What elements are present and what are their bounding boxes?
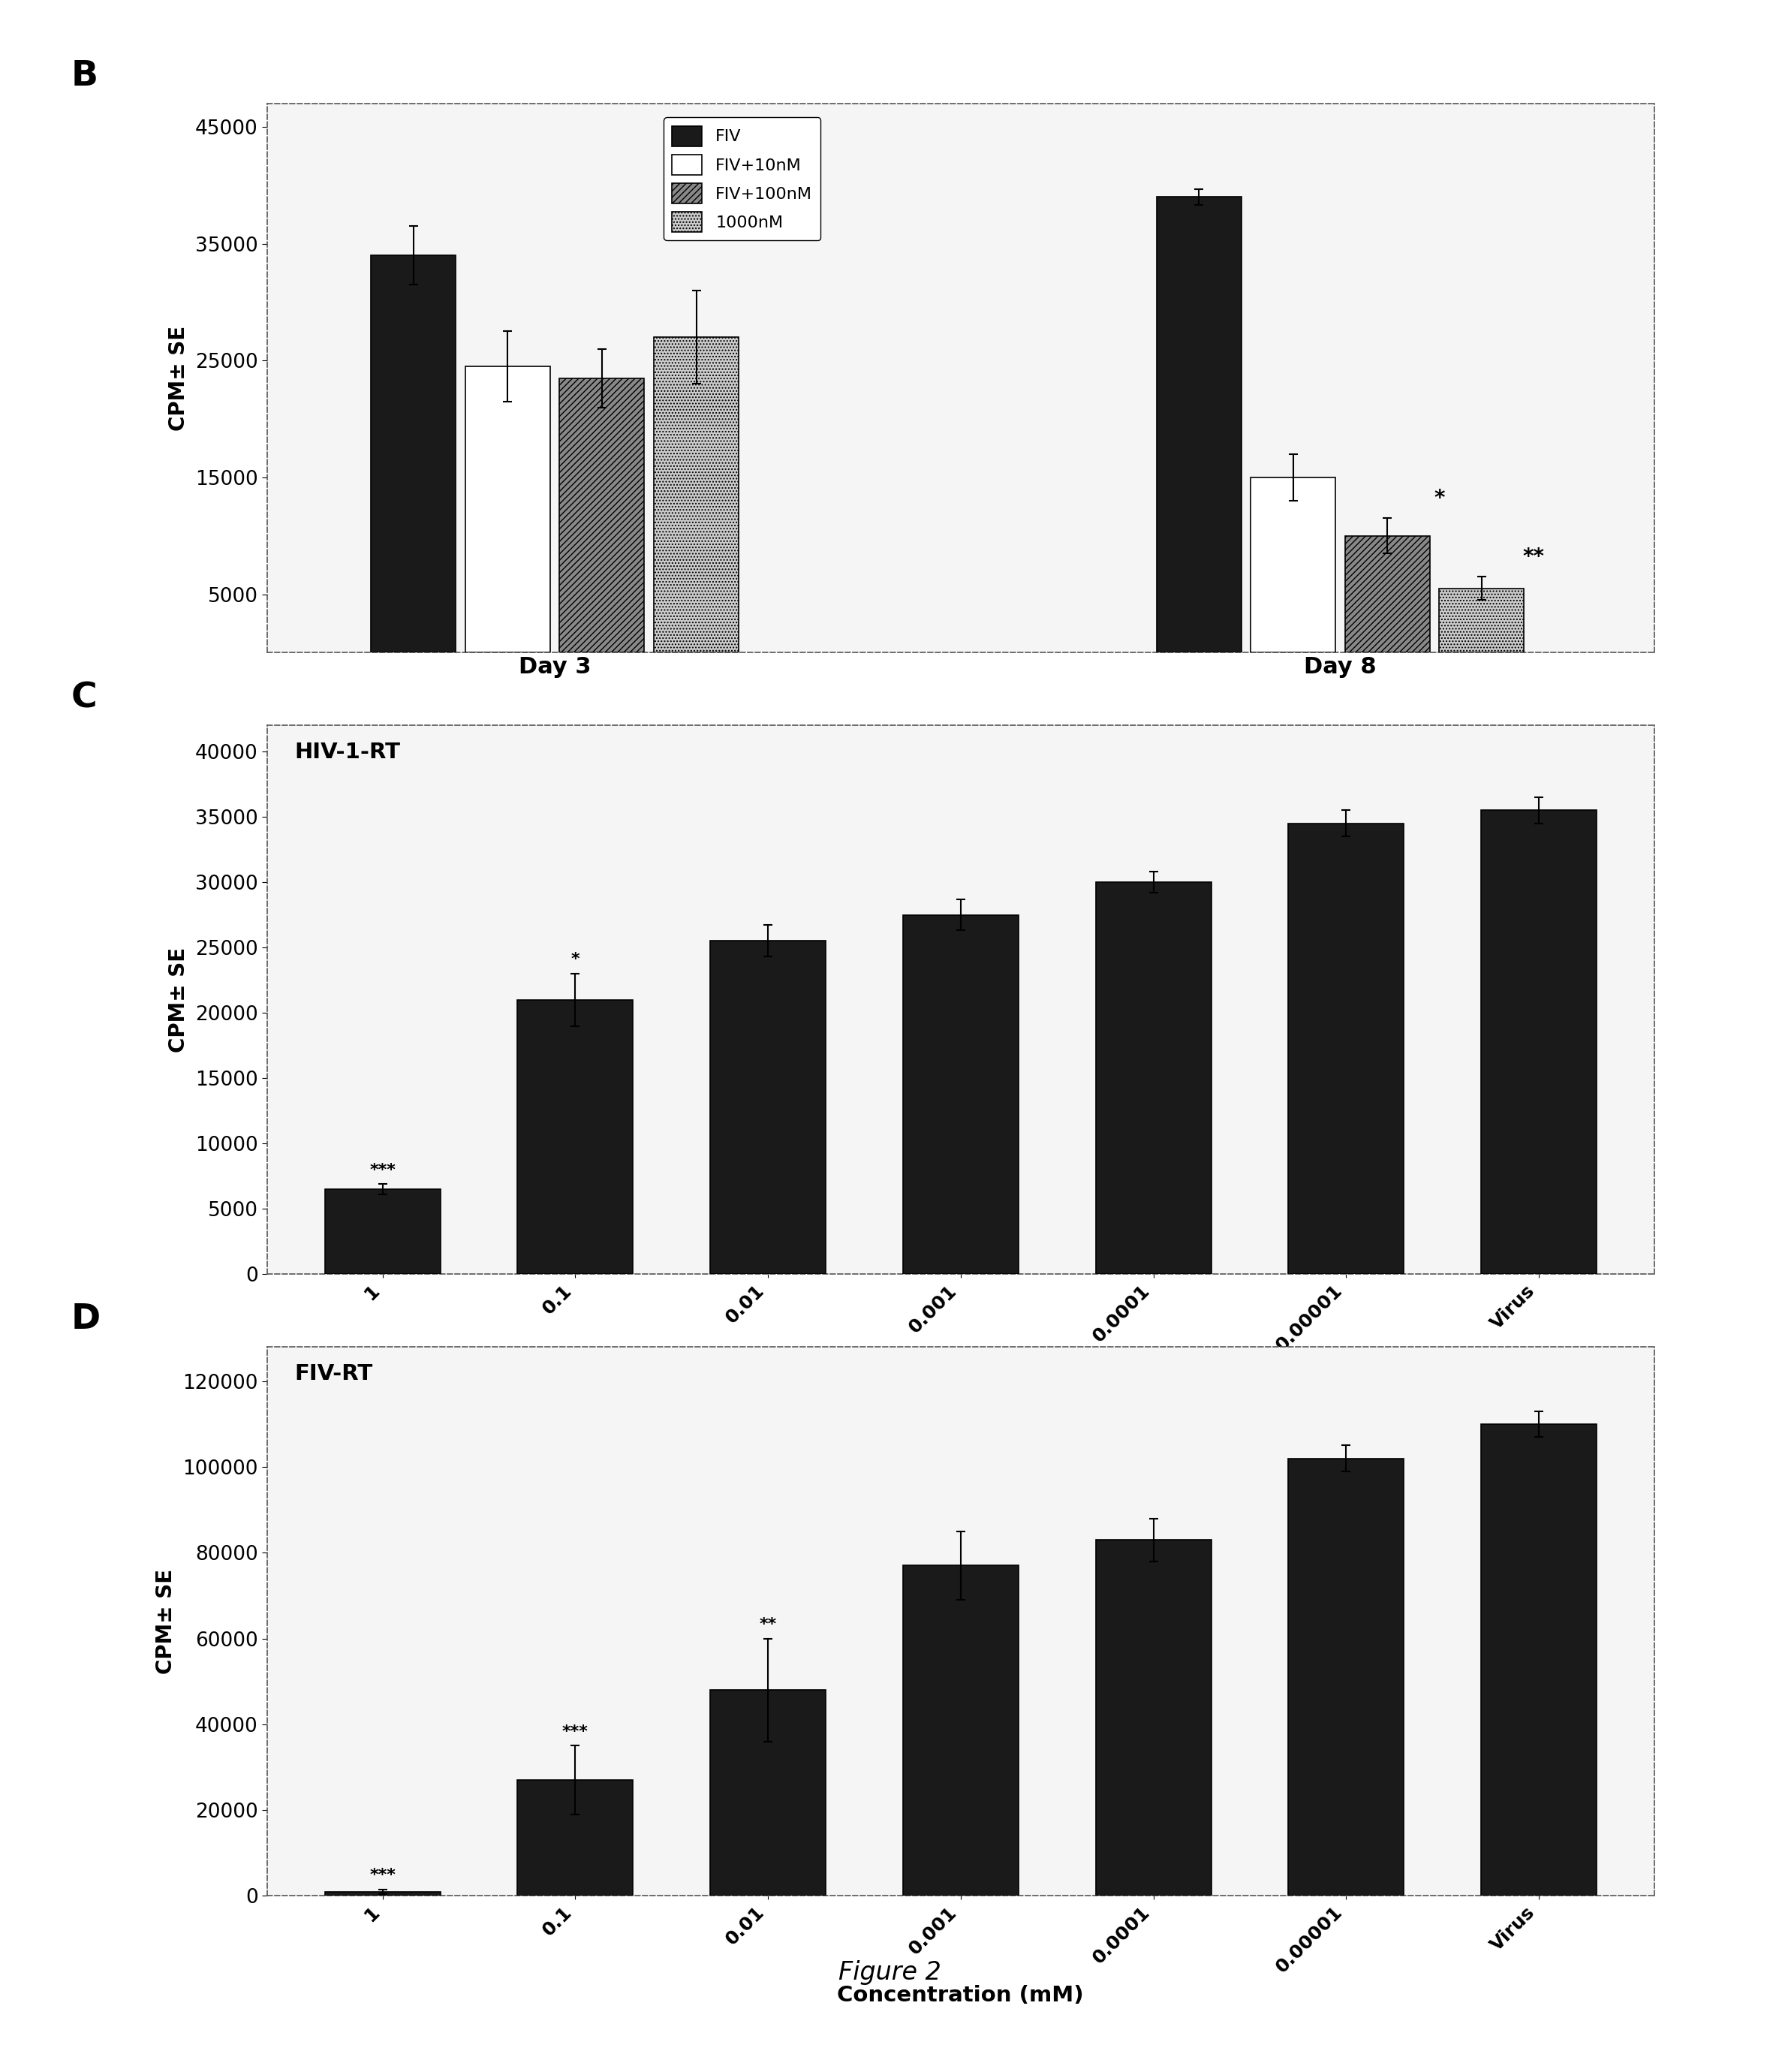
- Bar: [904, 1566, 1018, 1896]
- Y-axis label: CPM± SE: CPM± SE: [167, 947, 189, 1053]
- Bar: [324, 1892, 439, 1896]
- Bar: [324, 1189, 439, 1274]
- X-axis label: Concentration (mM): Concentration (mM): [838, 1985, 1083, 2006]
- Text: HIV-1-RT: HIV-1-RT: [295, 742, 400, 762]
- Y-axis label: CPM± SE: CPM± SE: [167, 325, 189, 431]
- Bar: [710, 1691, 825, 1896]
- Bar: [372, 255, 455, 653]
- Bar: [560, 377, 644, 653]
- Bar: [1156, 197, 1242, 653]
- Text: Figure 2: Figure 2: [838, 1960, 941, 1985]
- Text: D: D: [71, 1303, 101, 1336]
- Y-axis label: CPM± SE: CPM± SE: [155, 1569, 176, 1674]
- Bar: [1288, 823, 1404, 1274]
- Bar: [1480, 810, 1598, 1274]
- Bar: [1480, 1423, 1598, 1896]
- Text: FIV-RT: FIV-RT: [295, 1363, 374, 1384]
- Legend: FIV, FIV+10nM, FIV+100nM, 1000nM: FIV, FIV+10nM, FIV+100nM, 1000nM: [664, 118, 820, 240]
- Bar: [466, 367, 550, 653]
- Text: ***: ***: [370, 1869, 395, 1883]
- Bar: [1288, 1459, 1404, 1896]
- Text: ***: ***: [370, 1162, 395, 1177]
- Text: C: C: [71, 682, 98, 715]
- Bar: [1096, 883, 1211, 1274]
- X-axis label: Concentration (mM): Concentration (mM): [838, 1363, 1083, 1384]
- Text: **: **: [1523, 547, 1544, 568]
- Text: *: *: [1434, 489, 1445, 510]
- Bar: [518, 1780, 633, 1896]
- Bar: [1096, 1539, 1211, 1896]
- Bar: [655, 338, 738, 653]
- Bar: [1251, 477, 1336, 653]
- Bar: [710, 941, 825, 1274]
- Text: ***: ***: [562, 1724, 589, 1738]
- Text: **: **: [760, 1616, 777, 1633]
- Bar: [1345, 537, 1430, 653]
- Bar: [518, 999, 633, 1274]
- Text: B: B: [71, 60, 98, 93]
- Text: *: *: [571, 951, 580, 968]
- Bar: [1439, 588, 1525, 653]
- Bar: [904, 914, 1018, 1274]
